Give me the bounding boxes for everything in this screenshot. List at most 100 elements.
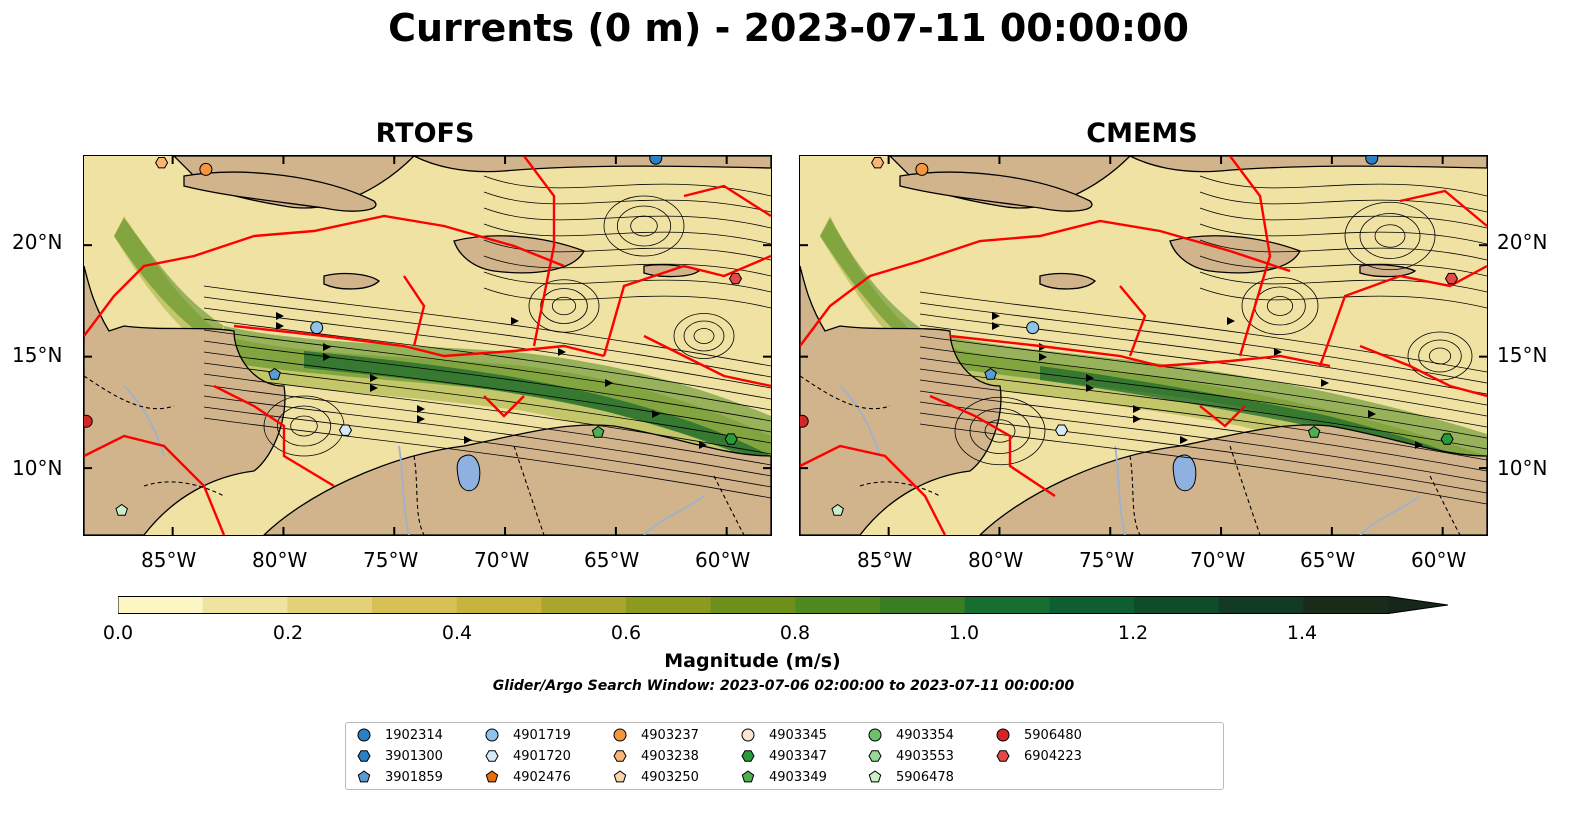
eddy-streamline bbox=[1359, 213, 1421, 259]
streamline bbox=[1199, 223, 1487, 245]
colorbar-segment bbox=[1218, 596, 1304, 614]
legend-marker-circle-icon bbox=[613, 728, 627, 742]
legend-item-4901720: 4901720 bbox=[484, 748, 571, 764]
legend-marker-circle-icon bbox=[485, 728, 499, 742]
streamline bbox=[483, 255, 771, 277]
float-marker-1902314 bbox=[649, 156, 663, 165]
lon-label-left-60: 60°W bbox=[695, 548, 751, 572]
legend-label: 4903345 bbox=[769, 727, 827, 743]
lon-label-right-80: 80°W bbox=[968, 548, 1024, 572]
lat-label-left-20: 20°N bbox=[12, 230, 63, 254]
land-mass bbox=[413, 156, 771, 173]
streamline-arrow bbox=[417, 405, 425, 413]
land-mass bbox=[183, 171, 377, 212]
boundary-line bbox=[800, 219, 1291, 347]
boundary-line bbox=[800, 444, 947, 535]
river bbox=[1359, 495, 1421, 535]
legend-marker-pentagon-icon bbox=[613, 770, 627, 783]
legend-label: 4903347 bbox=[769, 748, 827, 764]
streamline bbox=[483, 287, 771, 309]
float-marker-4903238 bbox=[155, 157, 169, 169]
float-marker-4903349 bbox=[591, 425, 605, 438]
streamline bbox=[203, 329, 771, 411]
streamline bbox=[483, 223, 771, 245]
streamline bbox=[203, 318, 771, 400]
colorbar-segment bbox=[880, 596, 966, 614]
country-border bbox=[1129, 455, 1141, 535]
legend-label: 5906478 bbox=[896, 769, 954, 785]
legend-item-4903250: 4903250 bbox=[612, 769, 699, 785]
legend-marker-pentagon-icon bbox=[357, 770, 371, 783]
streamline bbox=[919, 368, 1487, 450]
boundary-line bbox=[1359, 344, 1487, 398]
land-mass bbox=[263, 424, 771, 535]
streamline bbox=[919, 313, 1487, 395]
float-marker-1902314 bbox=[1365, 156, 1379, 165]
colorbar-segment bbox=[1134, 596, 1220, 614]
eddy-streamline bbox=[1418, 339, 1462, 373]
float-marker-4903347 bbox=[724, 433, 738, 445]
streamline-arrow bbox=[1274, 348, 1282, 356]
colorbar-extend-arrow bbox=[1388, 596, 1448, 614]
eddy-streamline bbox=[954, 396, 1046, 466]
eddy-streamline bbox=[276, 405, 332, 447]
legend-marker-shape bbox=[357, 770, 371, 783]
eddy-streamline bbox=[290, 415, 318, 437]
lon-label-left-85: 85°W bbox=[141, 548, 197, 572]
river bbox=[643, 495, 705, 535]
float-marker-4903237 bbox=[199, 162, 213, 176]
legend-label: 3901300 bbox=[385, 748, 443, 764]
streamline-arrow bbox=[1180, 436, 1188, 444]
land-mass bbox=[1039, 272, 1097, 290]
boundary-line bbox=[213, 384, 335, 488]
streamline-arrow bbox=[1227, 317, 1235, 325]
colorbar-outline bbox=[118, 596, 1448, 614]
legend-item-4903237: 4903237 bbox=[612, 727, 699, 743]
land-mass bbox=[899, 171, 1093, 212]
streamline bbox=[203, 307, 771, 389]
boundary-line bbox=[483, 395, 525, 418]
legend-marker-circle-icon bbox=[996, 728, 1010, 742]
legend-item-4902476: 4902476 bbox=[484, 769, 571, 785]
streamline-arrow bbox=[370, 384, 378, 392]
streamline-arrow bbox=[1368, 410, 1376, 418]
streamline bbox=[483, 207, 771, 229]
streamline-arrow bbox=[464, 436, 472, 444]
legend-marker-pentagon-icon bbox=[868, 770, 882, 783]
streamline bbox=[919, 302, 1487, 384]
river bbox=[123, 385, 165, 457]
boundary-line bbox=[523, 156, 556, 347]
legend-label: 6904223 bbox=[1024, 748, 1082, 764]
legend-item-3901859: 3901859 bbox=[356, 769, 443, 785]
legend-marker-hexagon-icon bbox=[357, 750, 371, 762]
lon-label-right-75: 75°W bbox=[1079, 548, 1135, 572]
current-jet bbox=[820, 218, 930, 353]
boundary-line bbox=[1199, 405, 1246, 428]
streamline bbox=[1199, 207, 1487, 229]
streamline-arrow bbox=[699, 441, 707, 449]
eddy-streamline bbox=[1266, 296, 1294, 316]
colorbar-segment bbox=[1049, 596, 1135, 614]
legend-label: 4901720 bbox=[513, 748, 571, 764]
legend-marker-shape bbox=[996, 728, 1010, 742]
colorbar-segment bbox=[795, 596, 881, 614]
boundary-line bbox=[1119, 285, 1147, 357]
colorbar-segment bbox=[287, 596, 373, 614]
boundary-line bbox=[233, 324, 605, 358]
lat-label-right-10: 10°N bbox=[1497, 456, 1548, 480]
streamline bbox=[483, 271, 771, 293]
legend-marker-circle-icon bbox=[741, 728, 755, 742]
streamline bbox=[203, 351, 771, 433]
streamline bbox=[1199, 255, 1487, 277]
legend-marker-pentagon-icon bbox=[741, 770, 755, 783]
streamline bbox=[203, 395, 771, 477]
colorbar bbox=[118, 596, 1448, 614]
streamline-arrow bbox=[605, 379, 613, 387]
eddy-streamline bbox=[1241, 277, 1319, 335]
legend-marker-shape bbox=[485, 770, 499, 783]
map-panel-rtofs bbox=[83, 155, 772, 536]
legend-item-5906478: 5906478 bbox=[867, 769, 954, 785]
lon-label-right-85: 85°W bbox=[857, 548, 913, 572]
country-border bbox=[800, 375, 891, 410]
streamline bbox=[483, 191, 771, 213]
